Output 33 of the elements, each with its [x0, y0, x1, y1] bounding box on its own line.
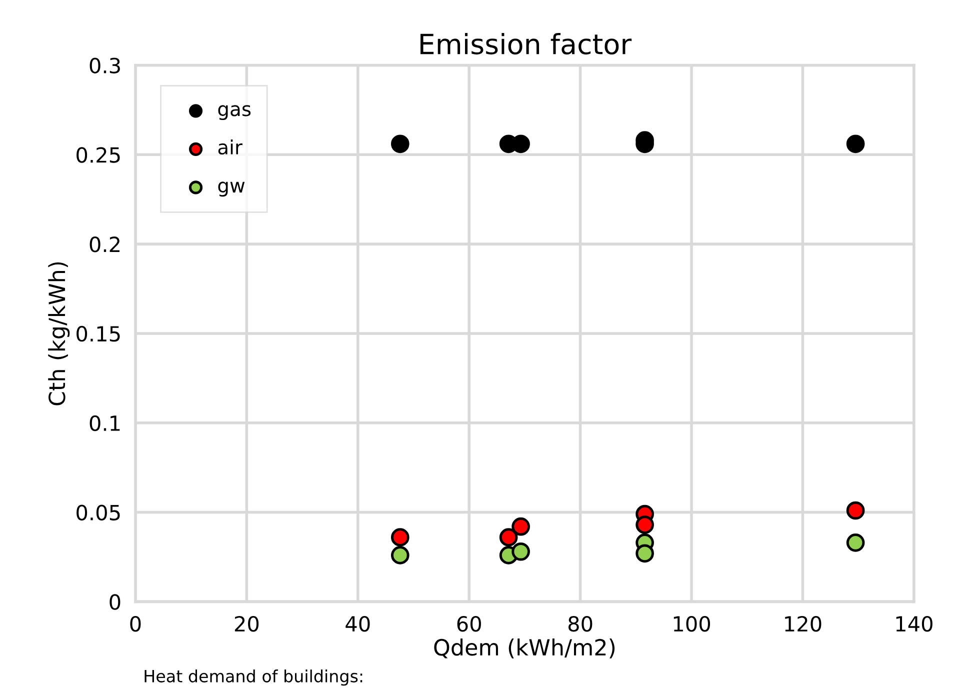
y-tick-label: 0.25: [76, 147, 120, 163]
legend-label: air: [218, 140, 242, 155]
point: [846, 134, 865, 154]
chart-title: Emission factor: [420, 33, 632, 55]
y-tick-label: 0: [110, 594, 120, 610]
point: [512, 542, 530, 561]
text: Heat demand of buildings:: [144, 670, 362, 686]
point: [512, 517, 530, 536]
x-tick-label: 120: [785, 616, 822, 632]
point: [846, 534, 865, 552]
point: [390, 528, 410, 546]
legend-label: gas: [218, 105, 251, 120]
x-tick-label: 20: [234, 616, 259, 632]
x-tick-label: 60: [457, 616, 481, 632]
y-tick-label: 0.3: [90, 58, 120, 74]
point: [636, 544, 654, 563]
point: [390, 134, 410, 154]
y-tick-label: 0.1: [90, 415, 120, 432]
legend-label: gw: [218, 182, 245, 197]
y-tick-label: 0.05: [76, 504, 120, 520]
x-tick-label: 100: [674, 616, 710, 632]
y-axis-title: Cth (kg/kWh): [48, 262, 70, 406]
y-tick-label: 0.15: [76, 326, 120, 342]
x-tick-label: 140: [896, 616, 932, 632]
point: [636, 516, 654, 534]
y-tick-label: 0.2: [90, 236, 120, 252]
x-tick-label: 80: [568, 616, 592, 632]
point: [499, 528, 518, 546]
x-tick-label: 0: [130, 616, 141, 632]
point: [390, 546, 410, 564]
x-tick-label: 40: [346, 616, 370, 632]
point: [846, 501, 865, 520]
x-axis-title: Qdem (kWh/m2): [434, 638, 615, 658]
